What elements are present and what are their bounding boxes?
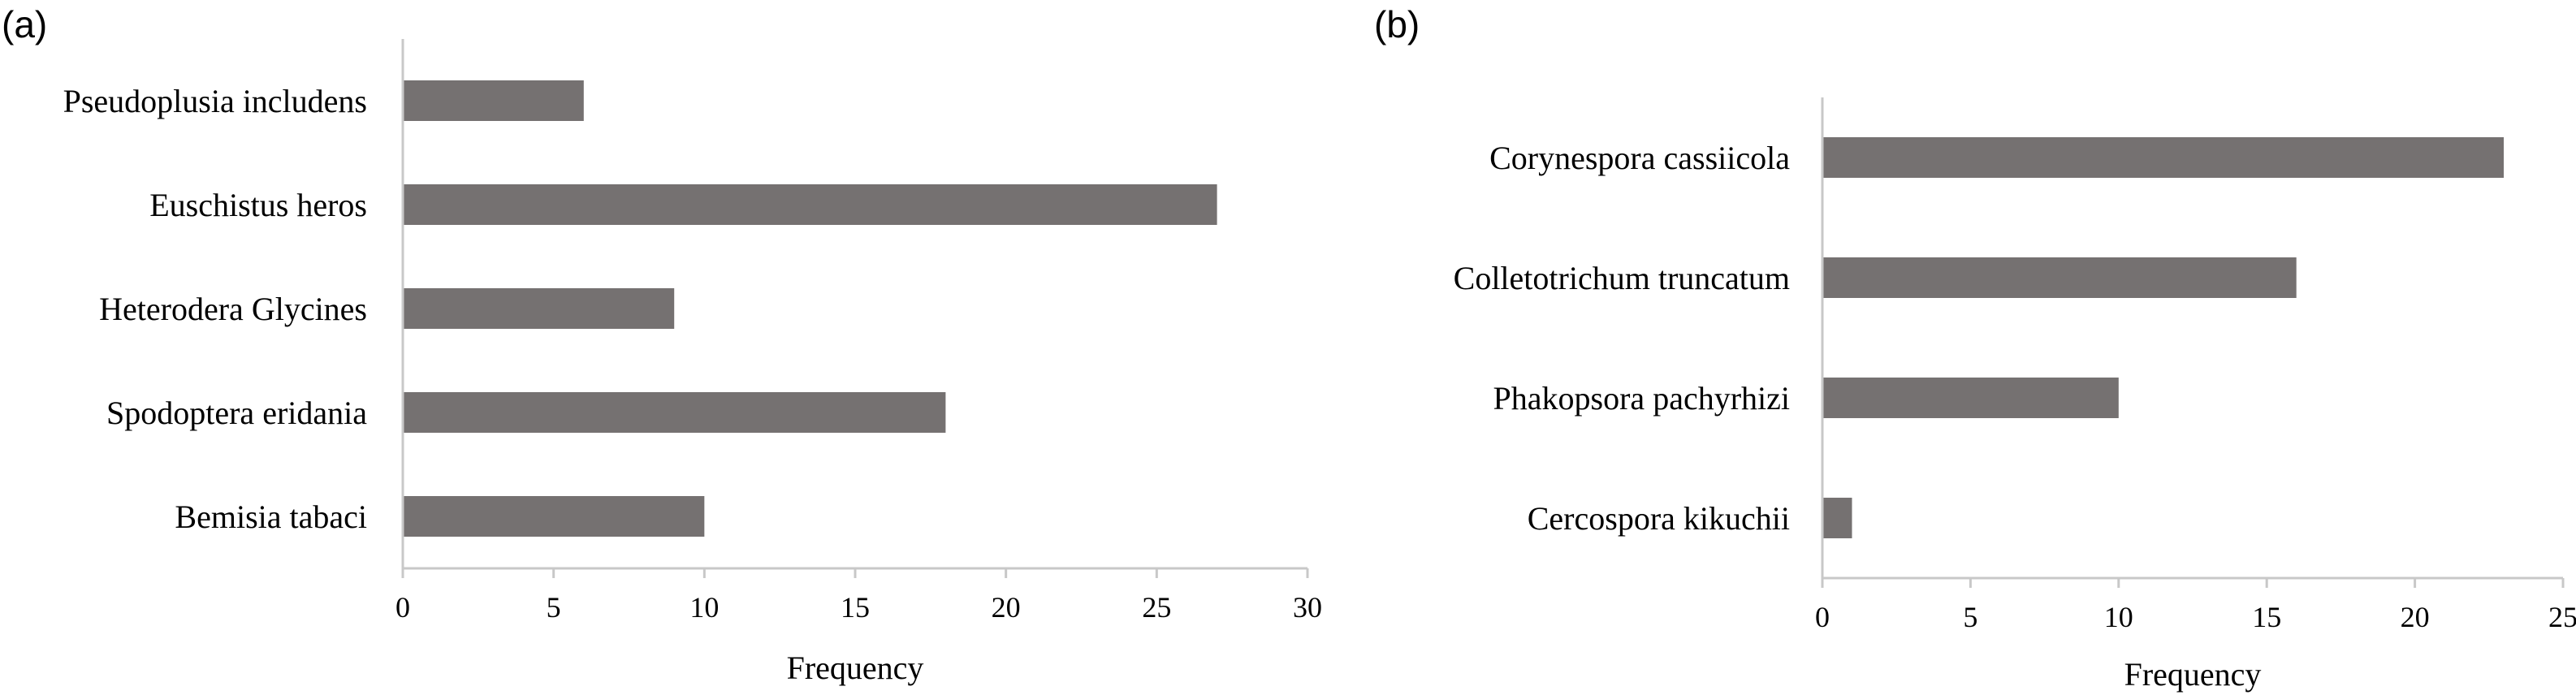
bar-b-2: [1822, 378, 2119, 418]
x-tick-label-a-1: 5: [547, 591, 561, 624]
category-label-a-2: Heterodera Glycines: [99, 291, 367, 327]
bar-a-4: [403, 496, 705, 537]
x-tick-label-a-2: 10: [689, 591, 719, 624]
panel-label-a: (a): [2, 3, 47, 45]
x-tick-label-a-5: 25: [1142, 591, 1171, 624]
x-tick-label-a-6: 30: [1293, 591, 1322, 624]
bars-group-a: [403, 80, 1217, 537]
chart-panel-a: (a) 0 5 10 15 20 25 30 Pseudoplusia includens E…: [2, 3, 1322, 686]
x-tick-label-b-3: 15: [2252, 601, 2281, 633]
bar-b-3: [1822, 498, 1852, 538]
bar-a-3: [403, 392, 946, 433]
bars-group-b: [1822, 137, 2505, 538]
x-tick-label-a-0: 0: [395, 591, 410, 624]
category-label-a-4: Bemisia tabaci: [175, 499, 367, 535]
x-axis-title-a: Frequency: [787, 650, 924, 686]
x-tick-label-b-5: 25: [2548, 601, 2576, 633]
bar-b-1: [1822, 257, 2297, 298]
category-label-a-0: Pseudoplusia includens: [63, 83, 367, 119]
x-tick-label-a-4: 20: [992, 591, 1021, 624]
category-label-a-1: Euschistus heros: [149, 187, 367, 223]
x-ticks-group-a: 0 5 10 15 20 25 30: [395, 568, 1322, 624]
panel-label-b: (b): [1374, 3, 1420, 45]
x-tick-label-b-1: 5: [1963, 601, 1977, 633]
bar-a-0: [403, 80, 584, 121]
category-label-b-0: Corynespora cassiicola: [1489, 140, 1790, 176]
chart-panel-b: (b) 0 5 10 15 20 25 Corynespora cassiicola Col…: [1374, 3, 2576, 693]
category-labels-group-a: Pseudoplusia includens Euschistus heros He…: [63, 83, 368, 535]
category-label-b-2: Phakopsora pachyrhizi: [1493, 380, 1790, 417]
bar-b-0: [1822, 137, 2505, 178]
bar-a-2: [403, 288, 675, 329]
bar-a-1: [403, 184, 1217, 225]
category-label-b-1: Colletotrichum truncatum: [1454, 260, 1790, 296]
x-ticks-group-b: 0 5 10 15 20 25: [1815, 578, 2576, 633]
category-labels-group-b: Corynespora cassiicola Colletotrichum tru…: [1454, 140, 1791, 537]
category-label-b-3: Cercospora kikuchii: [1528, 500, 1790, 537]
x-tick-label-b-2: 10: [2104, 601, 2133, 633]
x-tick-label-a-3: 15: [841, 591, 870, 624]
x-tick-label-b-0: 0: [1815, 601, 1830, 633]
x-tick-label-b-4: 20: [2401, 601, 2430, 633]
category-label-a-3: Spodoptera eridania: [106, 395, 367, 431]
x-axis-title-b: Frequency: [2124, 656, 2262, 693]
